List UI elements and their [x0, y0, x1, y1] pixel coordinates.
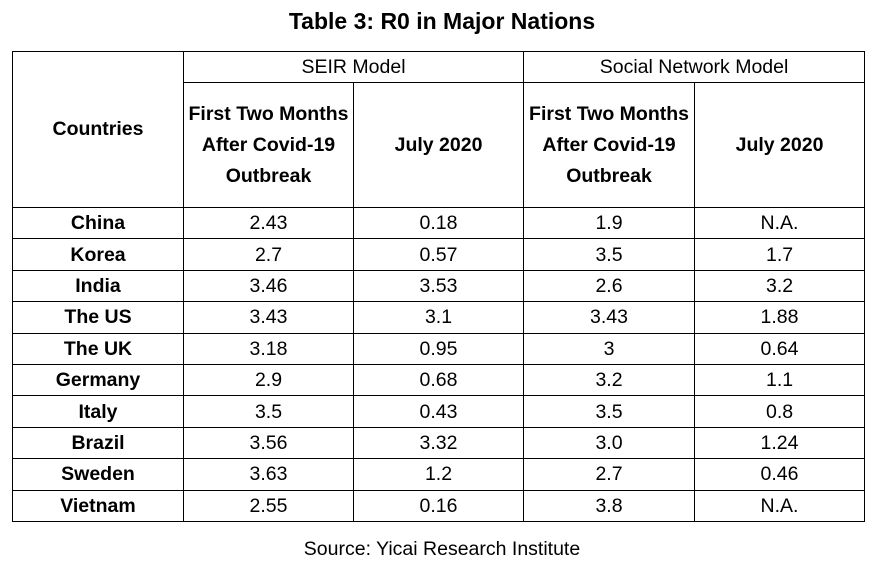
seir-july-2020-cell: 0.43 — [352, 395, 525, 428]
sn-first-two-months-cell: 3.0 — [523, 426, 696, 460]
sn-july-2020-cell: 3.2 — [694, 269, 866, 303]
header-row-periods: First Two Months After Covid-19 Outbreak… — [13, 82, 866, 208]
table-row: Vietnam 2.55 0.16 3.8 N.A. — [12, 489, 866, 522]
sn-july-2020-cell: N.A. — [694, 489, 866, 522]
sn-july-2020-cell: 1.1 — [694, 363, 866, 397]
table-row: Italy 3.5 0.43 3.5 0.8 — [12, 395, 866, 428]
table-title: Table 3: R0 in Major Nations — [288, 8, 596, 34]
sn-july-2020-cell: 1.7 — [694, 238, 866, 271]
header-seir-model: SEIR Model — [182, 51, 525, 83]
sn-first-two-months-cell: 3.8 — [523, 489, 696, 522]
seir-first-two-months-cell: 3.46 — [183, 269, 354, 303]
country-cell: Germany — [12, 363, 184, 397]
sn-july-2020-cell: 0.8 — [694, 395, 866, 428]
country-cell: Brazil — [12, 426, 184, 460]
header-social-network-model: Social Network Model — [523, 51, 866, 83]
sn-july-2020-cell: 0.64 — [694, 332, 866, 365]
seir-july-2020-cell: 0.57 — [352, 238, 525, 271]
sn-first-two-months-cell: 3.43 — [523, 301, 696, 334]
seir-july-2020-cell: 3.32 — [352, 426, 525, 460]
seir-first-two-months-cell: 2.9 — [183, 363, 354, 397]
sn-first-two-months-cell: 3.2 — [523, 363, 696, 397]
table-row: Germany 2.9 0.68 3.2 1.1 — [12, 363, 866, 397]
table-row: Brazil 3.56 3.32 3.0 1.24 — [12, 426, 866, 460]
table-row: China 2.43 0.18 1.9 N.A. — [12, 206, 866, 240]
table-row: Korea 2.7 0.57 3.5 1.7 — [12, 238, 866, 271]
seir-july-2020-cell: 0.18 — [352, 206, 525, 240]
sn-july-2020-cell: N.A. — [694, 206, 866, 240]
seir-first-two-months-cell: 3.18 — [183, 332, 354, 365]
seir-first-two-months-cell: 2.7 — [183, 238, 354, 271]
seir-first-two-months-cell: 3.5 — [183, 395, 354, 428]
country-cell: Sweden — [12, 458, 184, 491]
country-cell: China — [12, 206, 184, 240]
sn-july-2020-cell: 1.24 — [694, 426, 866, 460]
source-note: Source: Yicai Research Institute — [303, 538, 581, 560]
header-row-models: Countries SEIR Model Social Network Mode… — [12, 51, 866, 208]
seir-july-2020-cell: 0.68 — [352, 363, 525, 397]
seir-first-two-months-cell: 3.63 — [183, 458, 354, 491]
sn-first-two-months-cell: 3.5 — [523, 238, 696, 271]
sn-first-two-months-cell: 3.5 — [523, 395, 696, 428]
seir-july-2020-cell: 0.95 — [352, 332, 525, 365]
header-sn-first-two-months: First Two Months After Covid-19 Outbreak — [523, 82, 696, 208]
seir-july-2020-cell: 0.16 — [352, 489, 525, 522]
sn-july-2020-cell: 0.46 — [694, 458, 866, 491]
table-body: China 2.43 0.18 1.9 N.A. Korea 2.7 0.57 3.5 1.7 In… — [12, 206, 866, 522]
table-row: Sweden 3.63 1.2 2.7 0.46 — [12, 458, 866, 491]
seir-july-2020-cell: 3.1 — [352, 301, 525, 334]
sn-july-2020-cell: 1.88 — [694, 301, 866, 334]
seir-first-two-months-cell: 3.43 — [183, 301, 354, 334]
seir-first-two-months-cell: 2.55 — [183, 489, 354, 522]
country-cell: Italy — [12, 395, 184, 428]
r0-table: Countries SEIR Model Social Network Mode… — [12, 51, 866, 522]
sn-first-two-months-cell: 3 — [523, 332, 696, 365]
header-seir-first-two-months: First Two Months After Covid-19 Outbreak — [183, 82, 354, 208]
table-row: The UK 3.18 0.95 3 0.64 — [12, 332, 866, 365]
seir-first-two-months-cell: 3.56 — [183, 426, 354, 460]
sn-first-two-months-cell: 2.7 — [523, 458, 696, 491]
country-cell: India — [12, 269, 184, 303]
country-cell: Korea — [12, 238, 184, 271]
seir-july-2020-cell: 3.53 — [352, 269, 525, 303]
header-countries: Countries — [12, 51, 184, 208]
header-seir-july-2020: July 2020 — [352, 82, 525, 208]
sn-first-two-months-cell: 1.9 — [523, 206, 696, 240]
seir-july-2020-cell: 1.2 — [352, 458, 525, 491]
country-cell: The US — [12, 301, 184, 334]
country-cell: Vietnam — [12, 489, 184, 522]
table-row: India 3.46 3.53 2.6 3.2 — [12, 269, 866, 303]
country-cell: The UK — [12, 332, 184, 365]
seir-first-two-months-cell: 2.43 — [183, 206, 354, 240]
header-sn-july-2020: July 2020 — [694, 82, 866, 208]
sn-first-two-months-cell: 2.6 — [523, 269, 696, 303]
table-row: The US 3.43 3.1 3.43 1.88 — [12, 301, 866, 334]
